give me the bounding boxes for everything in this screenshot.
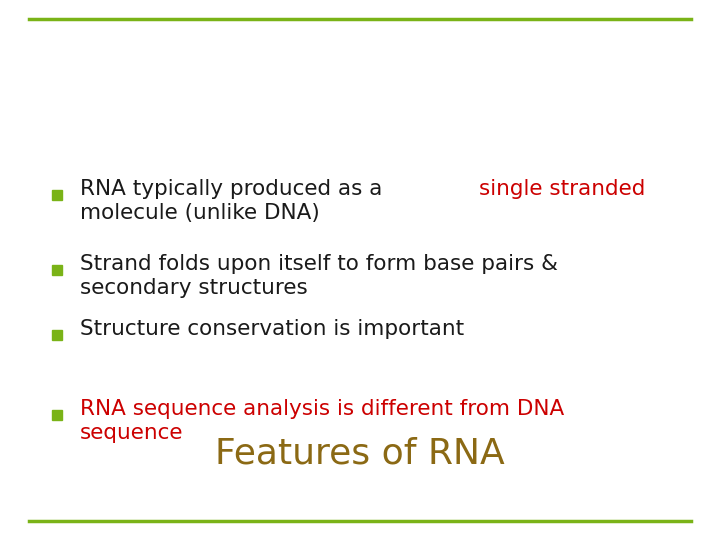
Text: Strand folds upon itself to form base pairs &: Strand folds upon itself to form base pa…	[80, 254, 558, 274]
Text: molecule (unlike DNA): molecule (unlike DNA)	[80, 203, 320, 223]
Bar	[52, 330, 62, 340]
Bar	[52, 265, 62, 275]
Bar	[52, 190, 62, 200]
Text: single stranded: single stranded	[479, 179, 645, 199]
Text: sequence: sequence	[80, 423, 184, 443]
Text: RNA typically produced as a: RNA typically produced as a	[80, 179, 390, 199]
Text: Structure conservation is important: Structure conservation is important	[80, 319, 464, 339]
Text: Features of RNA: Features of RNA	[215, 437, 505, 470]
Text: RNA sequence analysis is different from DNA: RNA sequence analysis is different from …	[80, 399, 564, 419]
Bar	[52, 410, 62, 420]
Text: secondary structures: secondary structures	[80, 278, 307, 298]
